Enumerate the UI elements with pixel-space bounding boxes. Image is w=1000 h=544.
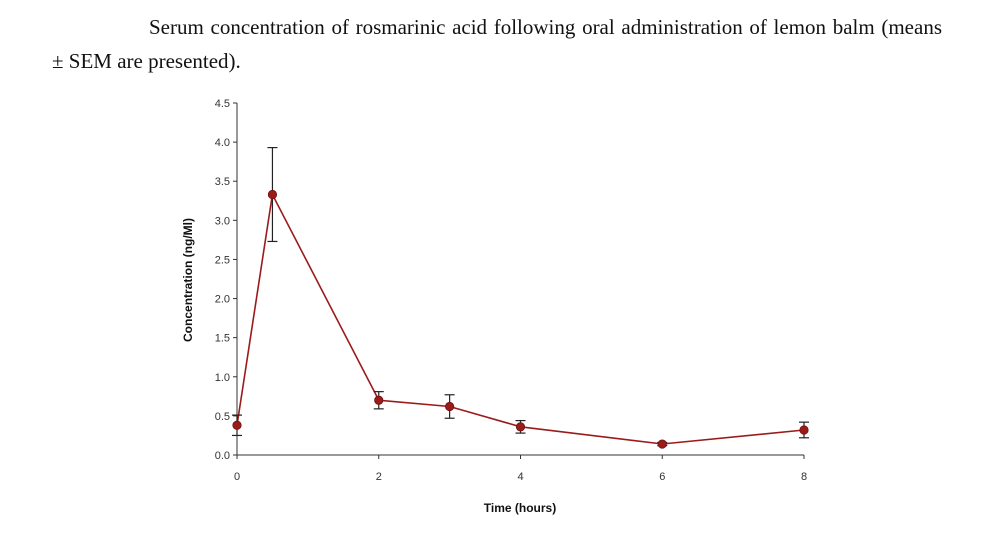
data-point [515,422,526,432]
y-tick-label: 3.0 [215,215,230,227]
x-tick-label: 2 [376,471,382,483]
data-point [232,420,242,430]
data-point [799,425,809,435]
data-point [657,439,667,449]
x-axis: 0 2 4 6 8 [234,454,807,483]
y-tick-label: 4.5 [215,98,230,110]
x-tick-label: 0 [234,471,240,483]
y-tick-label: 2.5 [215,254,230,266]
figure-caption: Serum concentration of rosmarinic acid f… [52,15,942,73]
data-point [374,395,384,405]
x-axis-title: Time (hours) [484,501,556,515]
data-point [267,189,278,200]
y-tick-label: 0.5 [215,411,230,423]
y-ticks: 0.0 0.5 1.0 1.5 2.0 2.5 3.0 3.5 4.0 4.5 [215,98,237,462]
y-tick-label: 3.5 [215,176,230,188]
x-tick-label: 4 [517,471,523,483]
y-axis: 0.0 0.5 1.0 1.5 2.0 2.5 3.0 3.5 4.0 4.5 [215,98,238,462]
y-axis-title: Concentration (ng/Ml) [181,218,195,342]
y-tick-label: 1.5 [215,333,230,345]
x-ticks: 0 2 4 6 8 [234,455,807,483]
plot-series [232,146,809,449]
y-tick-label: 0.0 [215,450,230,462]
y-tick-label: 4.0 [215,137,230,149]
y-tick-label: 2.0 [215,294,230,306]
series-line [236,191,805,445]
data-point [445,401,455,412]
x-tick-label: 6 [659,471,665,483]
x-tick-label: 8 [801,471,807,483]
y-tick-label: 1.0 [215,372,230,384]
